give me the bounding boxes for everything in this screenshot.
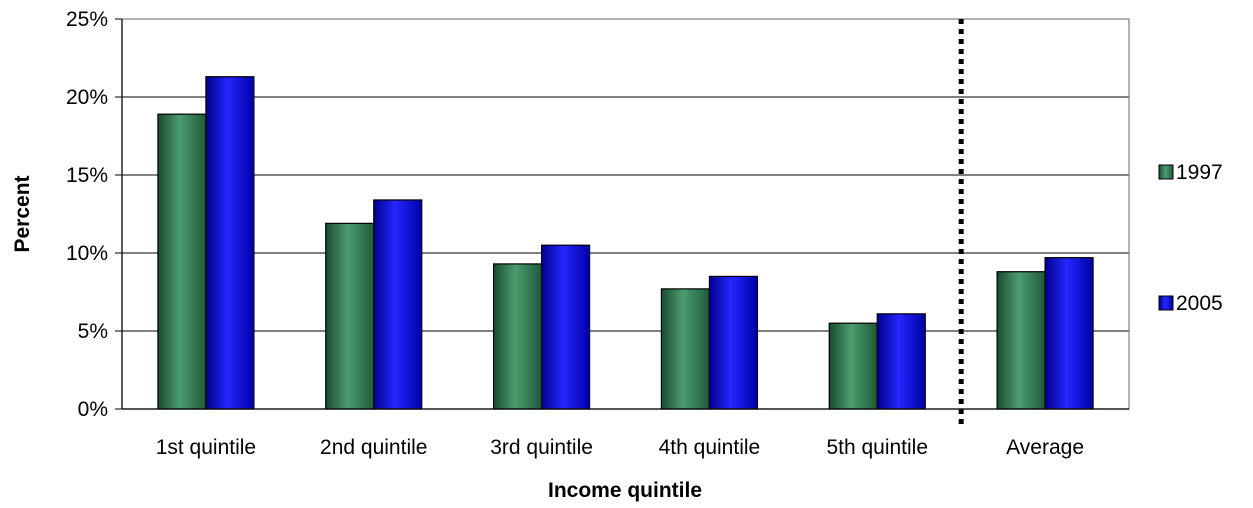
bar-2005-5th-quintile	[876, 313, 926, 410]
gridlines	[115, 18, 1129, 410]
x-tick-label: 1st quintile	[156, 436, 256, 459]
bar-1997-1st-quintile	[157, 113, 207, 410]
x-tick-labels: 1st quintile 2nd quintile 3rd quintile 4th …	[156, 436, 1084, 459]
x-tick-label: 5th quintile	[826, 436, 928, 459]
y-tick-label: 0%	[78, 398, 108, 421]
bar-1997-4th-quintile	[660, 288, 711, 410]
bar-2005-average	[1044, 257, 1094, 410]
x-tick-label: 3rd quintile	[490, 436, 593, 459]
plot-border	[121, 18, 1130, 410]
bar-2005-3rd-quintile	[540, 244, 591, 410]
bar-2005-4th-quintile	[708, 275, 759, 410]
x-tick-label: 2nd quintile	[320, 436, 427, 459]
y-axis-label: Percent	[11, 175, 34, 252]
legend: 1997 2005	[1158, 161, 1223, 315]
plot-frame	[121, 18, 1130, 410]
legend-swatch-1997	[1158, 164, 1174, 180]
x-tick-label: 4th quintile	[659, 436, 761, 459]
legend-label-2005: 2005	[1176, 292, 1223, 315]
bar-1997-2nd-quintile	[325, 222, 375, 410]
x-axis-label: Income quintile	[548, 479, 702, 502]
bar-2005-1st-quintile	[205, 76, 255, 410]
bar-2005-2nd-quintile	[373, 199, 423, 410]
legend-swatch-2005	[1158, 295, 1174, 311]
y-tick-label: 10%	[66, 242, 108, 265]
y-tick-label: 20%	[66, 86, 108, 109]
legend-label-1997: 1997	[1176, 161, 1223, 184]
y-tick-label: 15%	[66, 164, 108, 187]
bar-1997-average	[996, 271, 1046, 410]
bar-1997-5th-quintile	[828, 322, 878, 410]
y-tick-label: 25%	[66, 8, 108, 31]
bar-1997-3rd-quintile	[492, 263, 543, 410]
y-tick-labels: 0% 5% 10% 15% 20% 25%	[66, 8, 108, 421]
y-tick-label: 5%	[78, 320, 108, 343]
bars	[157, 76, 1094, 410]
x-tick-label: Average	[1006, 436, 1084, 459]
